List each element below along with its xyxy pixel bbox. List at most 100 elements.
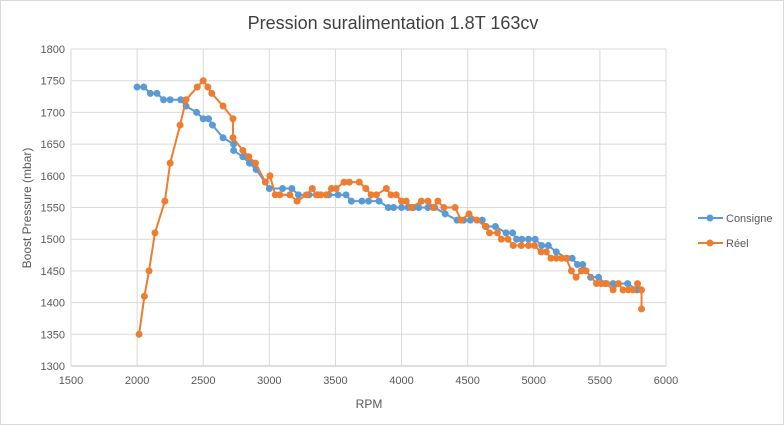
y-tick-label: 1800	[41, 44, 65, 56]
data-point	[538, 242, 546, 250]
data-point	[390, 204, 398, 211]
data-point	[440, 204, 448, 211]
data-point	[424, 197, 432, 205]
data-point	[517, 242, 525, 250]
data-point	[567, 267, 575, 275]
data-point	[547, 254, 555, 262]
data-point	[279, 184, 287, 192]
data-point	[398, 204, 406, 211]
y-tick-label: 1550	[41, 203, 65, 215]
data-point	[457, 216, 465, 224]
data-point	[229, 115, 237, 123]
data-point	[177, 96, 185, 104]
data-point	[261, 178, 269, 186]
data-point	[199, 115, 207, 123]
data-point	[367, 191, 375, 199]
series-reel	[135, 77, 646, 338]
data-point	[265, 184, 273, 192]
y-tick-label: 1400	[41, 298, 65, 310]
data-point	[365, 197, 372, 205]
x-tick-label: 5500	[588, 375, 612, 387]
legend-label-consigne: Consigne	[726, 213, 772, 225]
data-point	[509, 242, 517, 250]
data-point	[355, 178, 363, 186]
series-consigne	[133, 83, 645, 294]
data-point	[362, 184, 370, 192]
x-axis-label: RPM	[356, 397, 383, 411]
data-point	[614, 280, 622, 288]
data-point	[451, 204, 459, 211]
data-point	[140, 292, 148, 300]
legend-label-reel: Réel	[726, 238, 749, 250]
data-point	[382, 184, 390, 192]
data-point	[629, 286, 637, 294]
data-point	[230, 146, 238, 154]
y-tick-label: 1650	[41, 139, 65, 151]
data-point	[552, 248, 560, 256]
data-point	[502, 229, 510, 237]
data-point	[509, 229, 517, 237]
data-point	[619, 286, 627, 294]
data-point	[384, 204, 392, 211]
y-tick-label: 1700	[41, 107, 65, 119]
data-point	[308, 184, 316, 192]
tick-labels: 1300 1350 1400 1450 1500 1550 1600 1650 1700 1750…	[41, 44, 679, 387]
data-point	[466, 216, 474, 224]
y-tick-label: 1600	[41, 171, 65, 183]
y-tick-label: 1350	[41, 329, 65, 341]
data-point	[145, 267, 153, 275]
data-point	[524, 235, 532, 243]
data-point	[245, 153, 253, 161]
data-point	[294, 191, 302, 199]
data-point	[542, 248, 550, 256]
data-point	[293, 197, 301, 205]
data-point	[638, 305, 646, 313]
data-point	[229, 134, 237, 142]
data-point	[597, 280, 605, 288]
data-point	[176, 121, 184, 129]
data-point	[161, 197, 169, 205]
gridlines	[70, 48, 667, 367]
data-point	[530, 242, 538, 250]
data-point	[251, 159, 259, 167]
data-point	[568, 254, 576, 262]
data-point	[340, 178, 348, 186]
data-point	[582, 267, 590, 275]
data-point	[402, 197, 410, 205]
data-point	[146, 89, 154, 97]
data-point	[531, 235, 539, 243]
data-point	[208, 89, 216, 97]
data-point	[246, 159, 253, 167]
data-point	[429, 204, 437, 211]
x-tick-label: 4000	[389, 375, 413, 387]
y-tick-label: 1450	[41, 266, 65, 278]
data-point	[424, 204, 432, 211]
data-point	[415, 204, 423, 211]
data-point	[334, 191, 342, 199]
data-point	[160, 96, 168, 104]
series-group	[133, 77, 646, 338]
data-point	[434, 197, 442, 205]
x-tick-label: 5000	[522, 375, 546, 387]
data-point	[552, 254, 560, 262]
y-axis-label: Boost Pressure (mbar)	[20, 148, 34, 269]
data-point	[504, 235, 512, 243]
data-point	[485, 229, 493, 237]
data-point	[276, 191, 284, 199]
data-point	[572, 273, 580, 281]
data-point	[345, 178, 353, 186]
data-point	[153, 89, 161, 97]
data-point	[358, 197, 366, 205]
data-point	[482, 223, 490, 231]
data-point	[513, 235, 521, 243]
x-tick-label: 1500	[59, 375, 83, 387]
data-point	[302, 191, 310, 199]
data-point	[573, 261, 581, 269]
data-point	[204, 83, 212, 91]
data-point	[182, 96, 190, 104]
data-point	[372, 191, 380, 199]
data-point	[562, 254, 570, 262]
data-point	[375, 197, 383, 205]
data-point	[624, 280, 632, 288]
data-point	[609, 286, 617, 294]
